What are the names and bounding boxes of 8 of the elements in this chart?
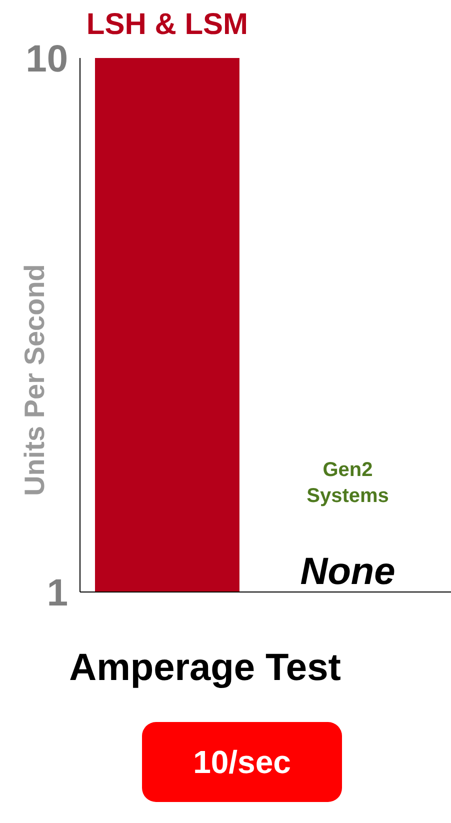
x-tick-label: LSH & LSM xyxy=(86,8,248,41)
x-tick-label: Gen2 Systems xyxy=(306,459,389,507)
y-tick-label: 1 xyxy=(46,572,68,614)
y-tick-label: 10 xyxy=(26,38,68,80)
text: None xyxy=(300,551,396,593)
text: Amperage Test xyxy=(69,647,342,689)
y-axis-title: Units Per Second xyxy=(19,264,50,496)
text: 10/sec xyxy=(193,744,291,780)
